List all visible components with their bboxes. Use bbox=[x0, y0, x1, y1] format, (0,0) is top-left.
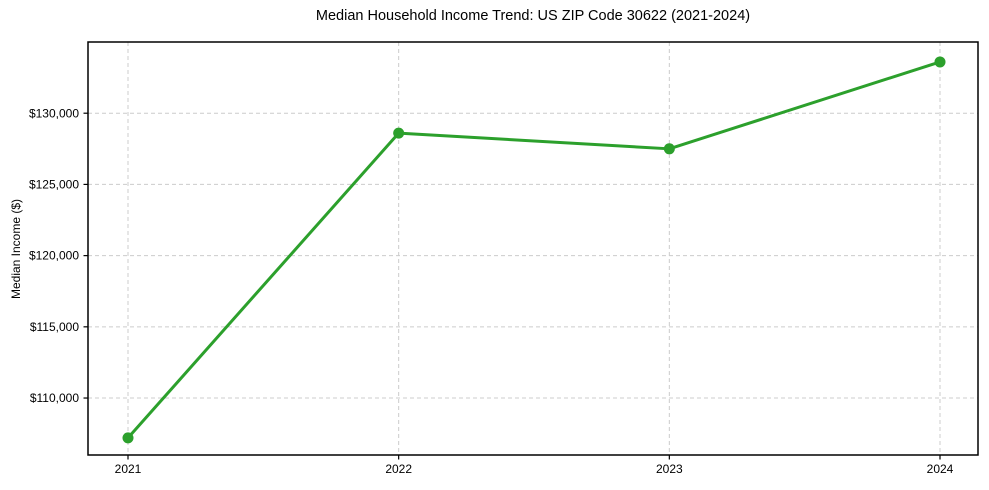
x-tick-label: 2022 bbox=[385, 462, 412, 476]
x-tick-label: 2021 bbox=[115, 462, 142, 476]
data-point-2023 bbox=[663, 143, 675, 155]
data-point-2024 bbox=[934, 56, 946, 68]
y-tick-label: $115,000 bbox=[30, 320, 79, 334]
axes-border bbox=[87, 41, 979, 456]
y-tick-label: $125,000 bbox=[29, 177, 79, 191]
data-point-2021 bbox=[122, 432, 134, 444]
x-tick-label: 2024 bbox=[927, 462, 954, 476]
x-tick-label: 2023 bbox=[656, 462, 683, 476]
y-tick-label: $130,000 bbox=[29, 106, 79, 120]
data-point-2022 bbox=[393, 127, 405, 139]
trend-line bbox=[126, 60, 942, 440]
y-tick-label: $110,000 bbox=[30, 391, 79, 405]
chart-title: Median Household Income Trend: US ZIP Co… bbox=[315, 8, 751, 24]
y-tick-label: $120,000 bbox=[29, 249, 79, 263]
